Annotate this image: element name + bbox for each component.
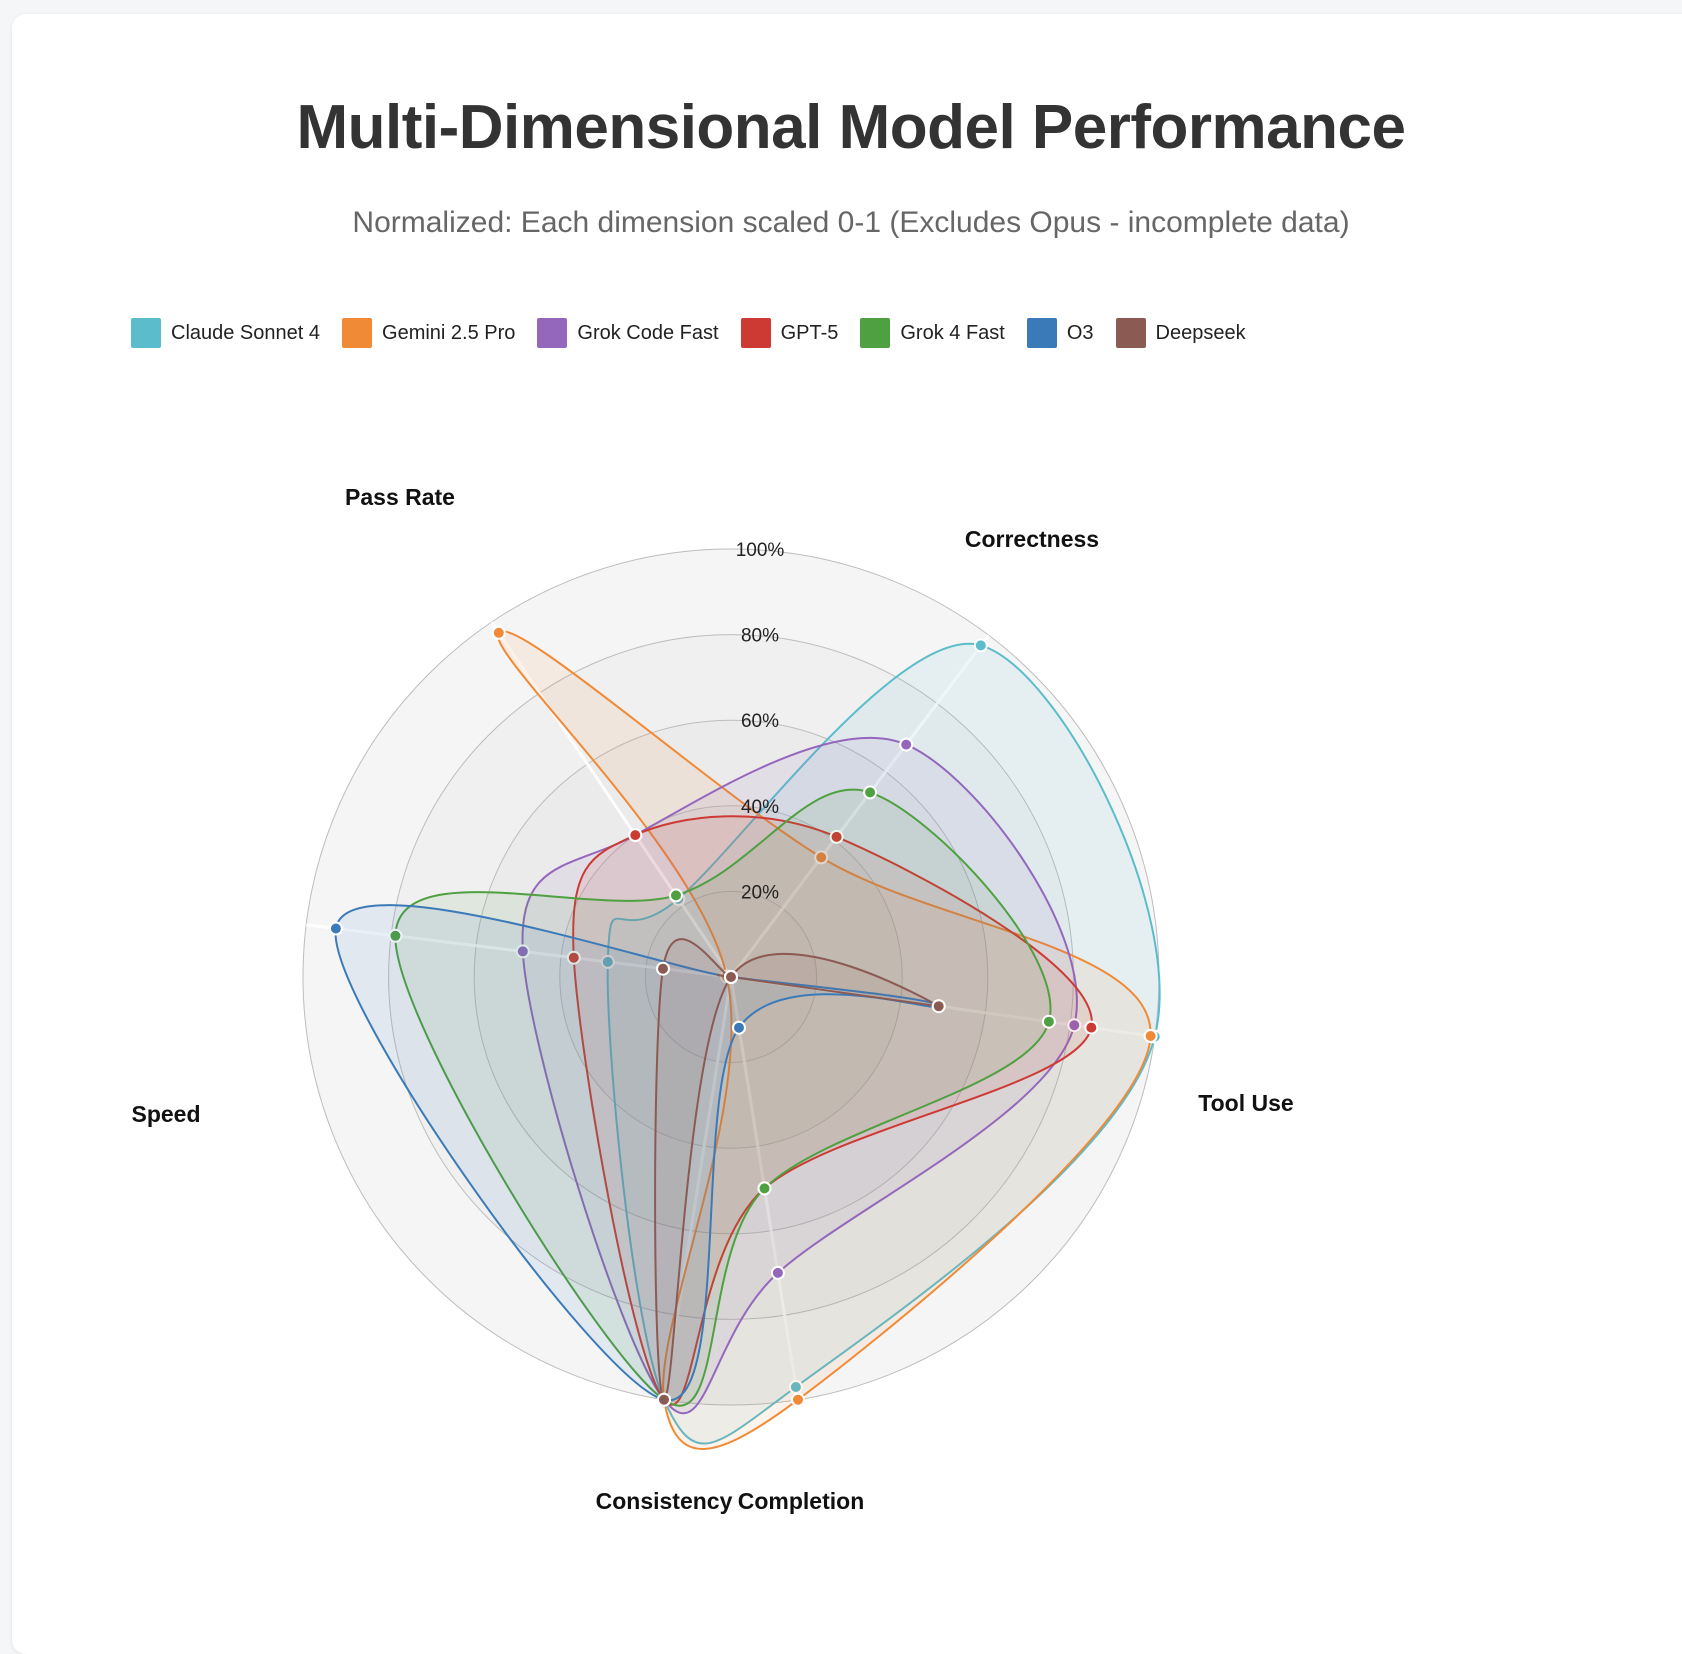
data-point bbox=[814, 850, 829, 865]
data-point bbox=[1041, 1014, 1056, 1029]
tick-label: 80% bbox=[741, 626, 779, 647]
legend-item-o3[interactable]: O3 bbox=[1026, 318, 1094, 348]
legend-label: Grok Code Fast bbox=[577, 321, 719, 344]
data-point bbox=[328, 921, 343, 936]
legend-swatch bbox=[1115, 318, 1146, 348]
data-point bbox=[931, 999, 946, 1014]
axis-label: Correctness bbox=[965, 526, 1099, 552]
data-point bbox=[1143, 1029, 1158, 1043]
legend-item-gemini-2-5-pro[interactable]: Gemini 2.5 Pro bbox=[342, 318, 515, 348]
data-point bbox=[515, 944, 530, 959]
data-point bbox=[770, 1265, 785, 1280]
axis-label: Completion bbox=[738, 1488, 865, 1514]
axis-label: Consistency bbox=[596, 1488, 733, 1514]
data-point bbox=[732, 1020, 746, 1035]
data-point bbox=[829, 829, 844, 844]
data-point bbox=[491, 625, 506, 640]
legend-label: Gemini 2.5 Pro bbox=[382, 321, 516, 344]
data-point bbox=[724, 970, 738, 984]
data-point bbox=[863, 785, 878, 800]
chart-title: Multi-Dimensional Model Performance bbox=[296, 93, 1406, 162]
data-point bbox=[757, 1181, 772, 1196]
data-point bbox=[788, 1380, 803, 1394]
series-claude-sonnet-4 bbox=[600, 638, 1162, 1445]
data-point bbox=[1067, 1018, 1082, 1033]
data-point bbox=[628, 828, 643, 843]
legend-swatch bbox=[537, 318, 568, 348]
legend-swatch bbox=[1026, 318, 1057, 348]
legend-swatch bbox=[342, 318, 373, 348]
axis-label: Tool Use bbox=[1198, 1090, 1293, 1116]
data-point bbox=[899, 737, 914, 752]
data-point bbox=[669, 888, 683, 903]
axis-line bbox=[490, 621, 733, 978]
legend: Claude Sonnet 4 Gemini 2.5 Pro Grok Code… bbox=[131, 318, 1246, 348]
legend-label: Grok 4 Fast bbox=[900, 321, 1005, 344]
legend-item-claude-sonnet-4[interactable]: Claude Sonnet 4 bbox=[131, 318, 320, 348]
legend-swatch bbox=[740, 318, 771, 348]
legend-label: O3 bbox=[1066, 321, 1094, 344]
tick-label: 100% bbox=[736, 540, 785, 561]
legend-label: Claude Sonnet 4 bbox=[171, 321, 321, 344]
axis-line bbox=[729, 634, 990, 978]
data-point bbox=[1084, 1020, 1099, 1035]
legend-swatch bbox=[131, 318, 161, 348]
legend-item-deepseek[interactable]: Deepseek bbox=[1115, 318, 1246, 348]
data-point bbox=[657, 1392, 671, 1407]
legend-item-gpt-5[interactable]: GPT-5 bbox=[740, 318, 839, 348]
data-point bbox=[388, 928, 403, 943]
series-area bbox=[654, 938, 940, 1401]
tick-label: 60% bbox=[741, 711, 779, 732]
legend-label: Deepseek bbox=[1155, 321, 1246, 344]
axis-line bbox=[662, 976, 733, 1400]
axis-label: Speed bbox=[131, 1101, 200, 1127]
chart-subtitle: Normalized: Each dimension scaled 0-1 (E… bbox=[352, 206, 1350, 239]
legend-item-grok-4-fast[interactable]: Grok 4 Fast bbox=[860, 318, 1005, 348]
tick-label: 20% bbox=[741, 882, 779, 903]
data-point bbox=[600, 954, 615, 969]
data-point bbox=[791, 1392, 805, 1407]
series-deepseek bbox=[654, 938, 946, 1407]
data-point bbox=[656, 961, 670, 976]
series-grok-4-fast bbox=[388, 785, 1056, 1407]
legend-swatch bbox=[860, 318, 891, 348]
legend-item-grok-code-fast[interactable]: Grok Code Fast bbox=[537, 318, 719, 348]
axis-label: Pass Rate bbox=[345, 484, 455, 510]
data-point bbox=[973, 638, 988, 653]
legend-label: GPT-5 bbox=[780, 321, 839, 344]
tick-label: 40% bbox=[741, 797, 779, 818]
data-point bbox=[566, 950, 581, 965]
